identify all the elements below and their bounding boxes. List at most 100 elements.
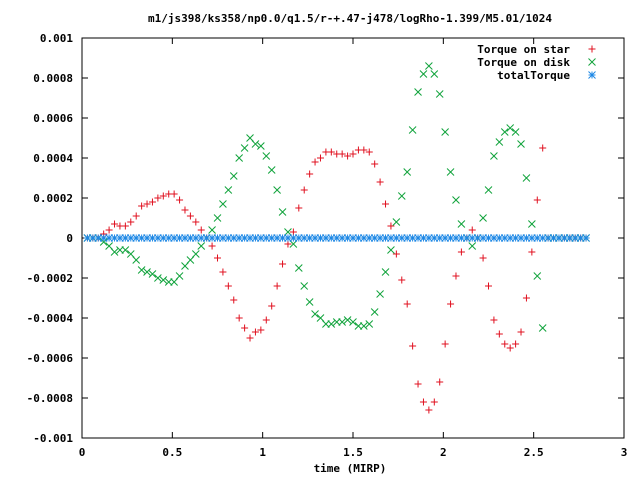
data-point bbox=[262, 316, 270, 324]
data-point bbox=[522, 174, 531, 182]
data-point bbox=[452, 196, 460, 204]
data-point bbox=[359, 322, 368, 330]
data-point bbox=[381, 234, 390, 242]
data-point bbox=[229, 234, 238, 242]
x-axis-label: time (MIRP) bbox=[314, 462, 387, 475]
data-point bbox=[219, 234, 227, 242]
data-point bbox=[143, 268, 151, 276]
data-point bbox=[528, 248, 536, 256]
data-point bbox=[582, 234, 590, 242]
data-point bbox=[430, 70, 439, 78]
data-point bbox=[148, 234, 157, 242]
x-tick-label: 1.5 bbox=[343, 446, 363, 459]
data-point bbox=[208, 226, 216, 234]
data-point bbox=[506, 124, 515, 132]
data-point bbox=[267, 166, 276, 174]
data-point bbox=[213, 214, 222, 222]
data-point bbox=[560, 234, 569, 242]
data-point bbox=[409, 342, 417, 350]
y-tick-label: -0.0008 bbox=[27, 392, 73, 405]
data-point bbox=[305, 298, 314, 306]
data-point bbox=[327, 320, 336, 328]
data-point bbox=[441, 340, 449, 348]
data-point bbox=[105, 226, 113, 234]
data-point bbox=[517, 140, 525, 148]
data-point bbox=[268, 302, 276, 310]
data-point bbox=[132, 234, 141, 242]
data-point bbox=[121, 234, 130, 242]
data-point bbox=[284, 234, 292, 242]
data-point bbox=[500, 128, 509, 136]
data-point bbox=[143, 200, 151, 208]
data-point bbox=[164, 234, 173, 242]
data-point bbox=[365, 148, 373, 156]
data-point bbox=[349, 150, 357, 158]
data-point bbox=[148, 198, 156, 206]
data-point bbox=[186, 212, 194, 220]
data-point bbox=[110, 234, 119, 242]
data-point bbox=[235, 154, 244, 162]
data-point bbox=[284, 240, 292, 248]
data-point bbox=[397, 192, 406, 200]
data-point bbox=[273, 186, 281, 194]
data-point bbox=[349, 318, 357, 326]
legend-label: Torque on disk bbox=[477, 56, 570, 69]
data-point bbox=[512, 340, 520, 348]
data-point bbox=[468, 226, 476, 234]
data-point bbox=[132, 212, 140, 220]
data-point bbox=[430, 234, 439, 242]
data-point bbox=[132, 256, 141, 264]
data-point bbox=[490, 152, 498, 160]
data-point bbox=[490, 316, 498, 324]
y-tick-label: -0.0006 bbox=[27, 352, 74, 365]
y-tick-label: 0 bbox=[66, 232, 73, 245]
data-point bbox=[181, 206, 189, 214]
data-point bbox=[311, 158, 319, 166]
data-point bbox=[257, 234, 265, 242]
data-point bbox=[279, 260, 287, 268]
legend-marker bbox=[588, 58, 596, 66]
data-point bbox=[571, 234, 580, 242]
x-tick-label: 1 bbox=[259, 446, 266, 459]
data-point bbox=[398, 276, 406, 284]
data-point bbox=[127, 218, 135, 226]
data-point bbox=[214, 254, 221, 262]
data-point bbox=[224, 282, 232, 290]
data-point bbox=[170, 190, 178, 198]
data-point bbox=[533, 272, 542, 280]
data-point bbox=[121, 246, 130, 254]
data-point bbox=[485, 282, 492, 290]
data-point bbox=[549, 234, 558, 242]
data-point bbox=[257, 326, 265, 334]
data-point bbox=[191, 250, 200, 258]
data-point bbox=[408, 126, 417, 134]
series-totaltorque bbox=[83, 234, 590, 242]
data-point bbox=[197, 226, 205, 234]
data-point bbox=[371, 160, 379, 168]
legend-marker bbox=[588, 71, 596, 79]
data-point bbox=[224, 186, 233, 194]
data-point bbox=[240, 144, 249, 152]
data-point bbox=[148, 270, 157, 278]
data-point bbox=[332, 234, 341, 242]
data-point bbox=[311, 310, 319, 318]
data-point bbox=[175, 272, 184, 280]
x-tick-label: 0 bbox=[79, 446, 86, 459]
y-tick-label: 0.001 bbox=[40, 32, 73, 45]
data-point bbox=[452, 234, 460, 242]
data-point bbox=[121, 222, 129, 230]
data-point bbox=[479, 214, 487, 222]
data-point bbox=[387, 246, 395, 254]
data-point bbox=[446, 168, 455, 176]
data-point bbox=[338, 150, 346, 158]
data-point bbox=[576, 234, 585, 242]
data-point bbox=[544, 234, 552, 242]
data-point bbox=[224, 234, 233, 242]
data-point bbox=[159, 192, 167, 200]
data-point bbox=[229, 172, 238, 180]
data-point bbox=[457, 248, 465, 256]
data-point bbox=[208, 234, 216, 242]
data-point bbox=[365, 320, 374, 328]
data-point bbox=[425, 62, 433, 70]
